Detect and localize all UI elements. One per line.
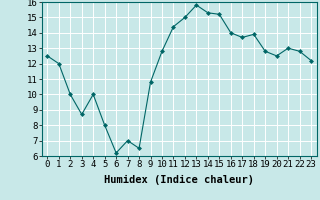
- X-axis label: Humidex (Indice chaleur): Humidex (Indice chaleur): [104, 175, 254, 185]
